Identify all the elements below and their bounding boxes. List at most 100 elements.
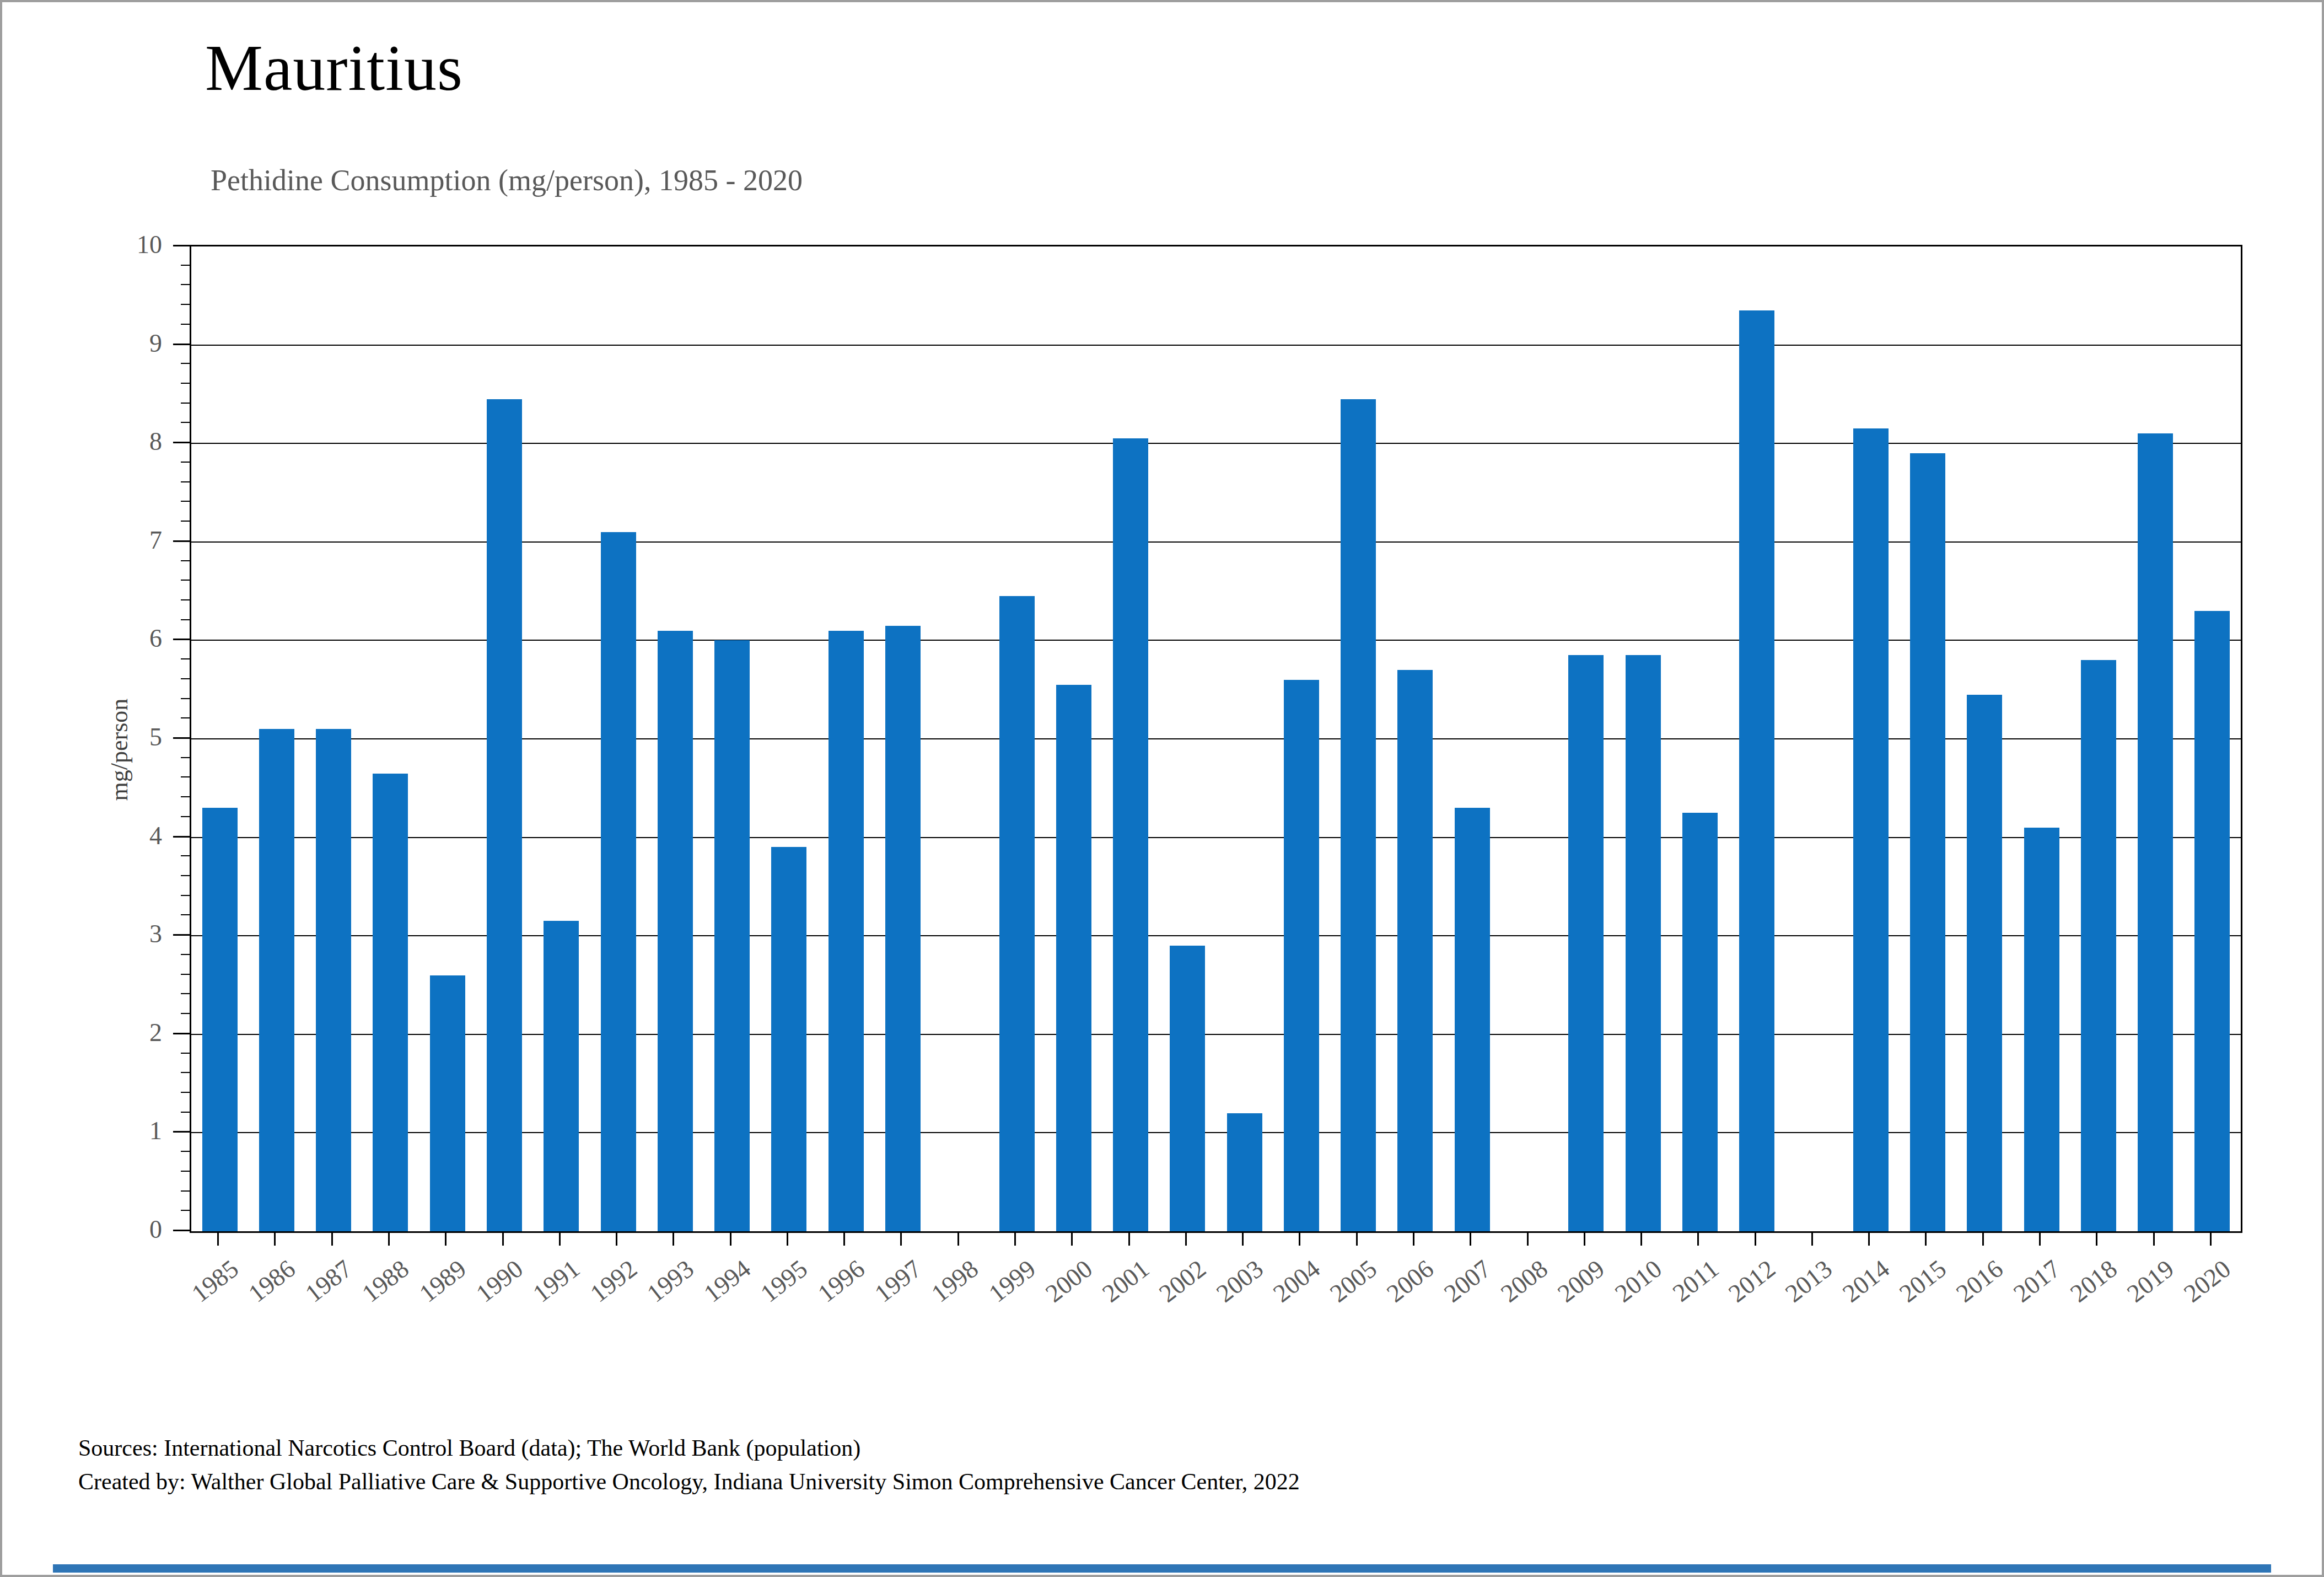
page-title: Mauritius <box>205 31 463 106</box>
y-tick-major <box>173 344 190 345</box>
y-tick-minor <box>181 875 190 876</box>
x-tick <box>673 1231 674 1246</box>
y-tick-minor <box>181 1072 190 1073</box>
bar-1999 <box>999 596 1035 1231</box>
y-tick-minor <box>181 580 190 581</box>
x-tick <box>2039 1231 2041 1246</box>
y-tick-minor <box>181 1171 190 1172</box>
y-tick-minor <box>181 383 190 384</box>
bar-1989 <box>430 975 465 1231</box>
bar-1996 <box>829 631 864 1231</box>
x-tick <box>1868 1231 1870 1246</box>
plot-area <box>190 245 2242 1233</box>
bar-2002 <box>1170 946 1205 1231</box>
y-tick-major <box>173 836 190 838</box>
y-tick-minor <box>181 914 190 915</box>
bar-2017 <box>2024 828 2059 1231</box>
bar-1992 <box>601 532 636 1231</box>
bar-1994 <box>714 640 750 1231</box>
x-tick <box>1584 1231 1585 1246</box>
y-tick-minor <box>181 796 190 797</box>
y-tick-label: 6 <box>41 626 162 651</box>
y-tick-major <box>173 540 190 542</box>
y-tick-minor <box>181 1112 190 1113</box>
y-tick-minor <box>181 363 190 364</box>
y-tick-label: 5 <box>41 725 162 750</box>
x-tick <box>616 1231 617 1246</box>
bar-2003 <box>1227 1113 1262 1231</box>
y-tick-minor <box>181 658 190 659</box>
y-tick-label: 10 <box>41 232 162 258</box>
y-tick-minor <box>181 757 190 758</box>
y-tick-label: 3 <box>41 921 162 947</box>
bar-1985 <box>202 808 238 1231</box>
bar-1995 <box>771 847 806 1231</box>
y-tick-minor <box>181 422 190 423</box>
y-tick-minor <box>181 816 190 817</box>
y-tick-minor <box>181 284 190 285</box>
gridline <box>191 345 2241 346</box>
y-tick-minor <box>181 974 190 975</box>
x-tick <box>388 1231 390 1246</box>
y-tick-major <box>173 737 190 739</box>
y-tick-major <box>173 639 190 640</box>
x-tick <box>730 1231 731 1246</box>
y-tick-label: 8 <box>41 429 162 454</box>
bar-1988 <box>373 774 408 1231</box>
y-tick-minor <box>181 954 190 955</box>
x-tick <box>1128 1231 1130 1246</box>
y-tick-minor <box>181 560 190 561</box>
y-tick-minor <box>181 481 190 482</box>
x-tick <box>1755 1231 1756 1246</box>
y-tick-major <box>173 1131 190 1133</box>
x-tick <box>1640 1231 1642 1246</box>
y-tick-label: 4 <box>41 823 162 849</box>
x-tick <box>1185 1231 1187 1246</box>
y-tick-major <box>173 1033 190 1034</box>
x-tick <box>1527 1231 1529 1246</box>
x-tick <box>1982 1231 1984 1246</box>
y-tick-minor <box>181 698 190 699</box>
y-tick-minor <box>181 1013 190 1014</box>
bar-2020 <box>2194 611 2230 1231</box>
y-tick-label: 7 <box>41 528 162 553</box>
x-tick <box>1697 1231 1699 1246</box>
x-tick <box>900 1231 902 1246</box>
y-tick-minor <box>181 1190 190 1192</box>
bar-1991 <box>544 921 579 1231</box>
bar-2012 <box>1739 310 1774 1231</box>
bar-2007 <box>1455 808 1490 1231</box>
footer-created-line: Created by: Walther Global Palliative Ca… <box>78 1465 1300 1499</box>
y-tick-minor <box>181 265 190 266</box>
y-tick-minor <box>181 501 190 502</box>
y-tick-label: 9 <box>41 331 162 356</box>
x-tick <box>1299 1231 1300 1246</box>
x-tick <box>2153 1231 2155 1246</box>
y-tick-minor <box>181 304 190 305</box>
footer-text: Sources: International Narcotics Control… <box>78 1431 1300 1499</box>
bar-1990 <box>487 399 522 1231</box>
y-tick-major <box>173 934 190 936</box>
bar-2010 <box>1626 655 1661 1231</box>
y-tick-minor <box>181 599 190 600</box>
x-tick <box>502 1231 504 1246</box>
x-tick <box>1356 1231 1358 1246</box>
bar-1997 <box>885 626 921 1231</box>
bar-2000 <box>1056 685 1091 1231</box>
x-tick <box>559 1231 561 1246</box>
y-tick-minor <box>181 1151 190 1152</box>
y-tick-minor <box>181 619 190 620</box>
x-tick <box>1811 1231 1813 1246</box>
x-tick <box>1413 1231 1414 1246</box>
y-tick-minor <box>181 1053 190 1054</box>
y-tick-minor <box>181 462 190 463</box>
y-tick-major <box>173 1230 190 1231</box>
bar-2009 <box>1568 655 1604 1231</box>
x-tick <box>217 1231 219 1246</box>
x-tick <box>957 1231 959 1246</box>
y-tick-minor <box>181 776 190 777</box>
x-tick <box>787 1231 788 1246</box>
x-tick <box>2210 1231 2212 1246</box>
y-tick-minor <box>181 521 190 522</box>
bar-2016 <box>1967 695 2002 1231</box>
